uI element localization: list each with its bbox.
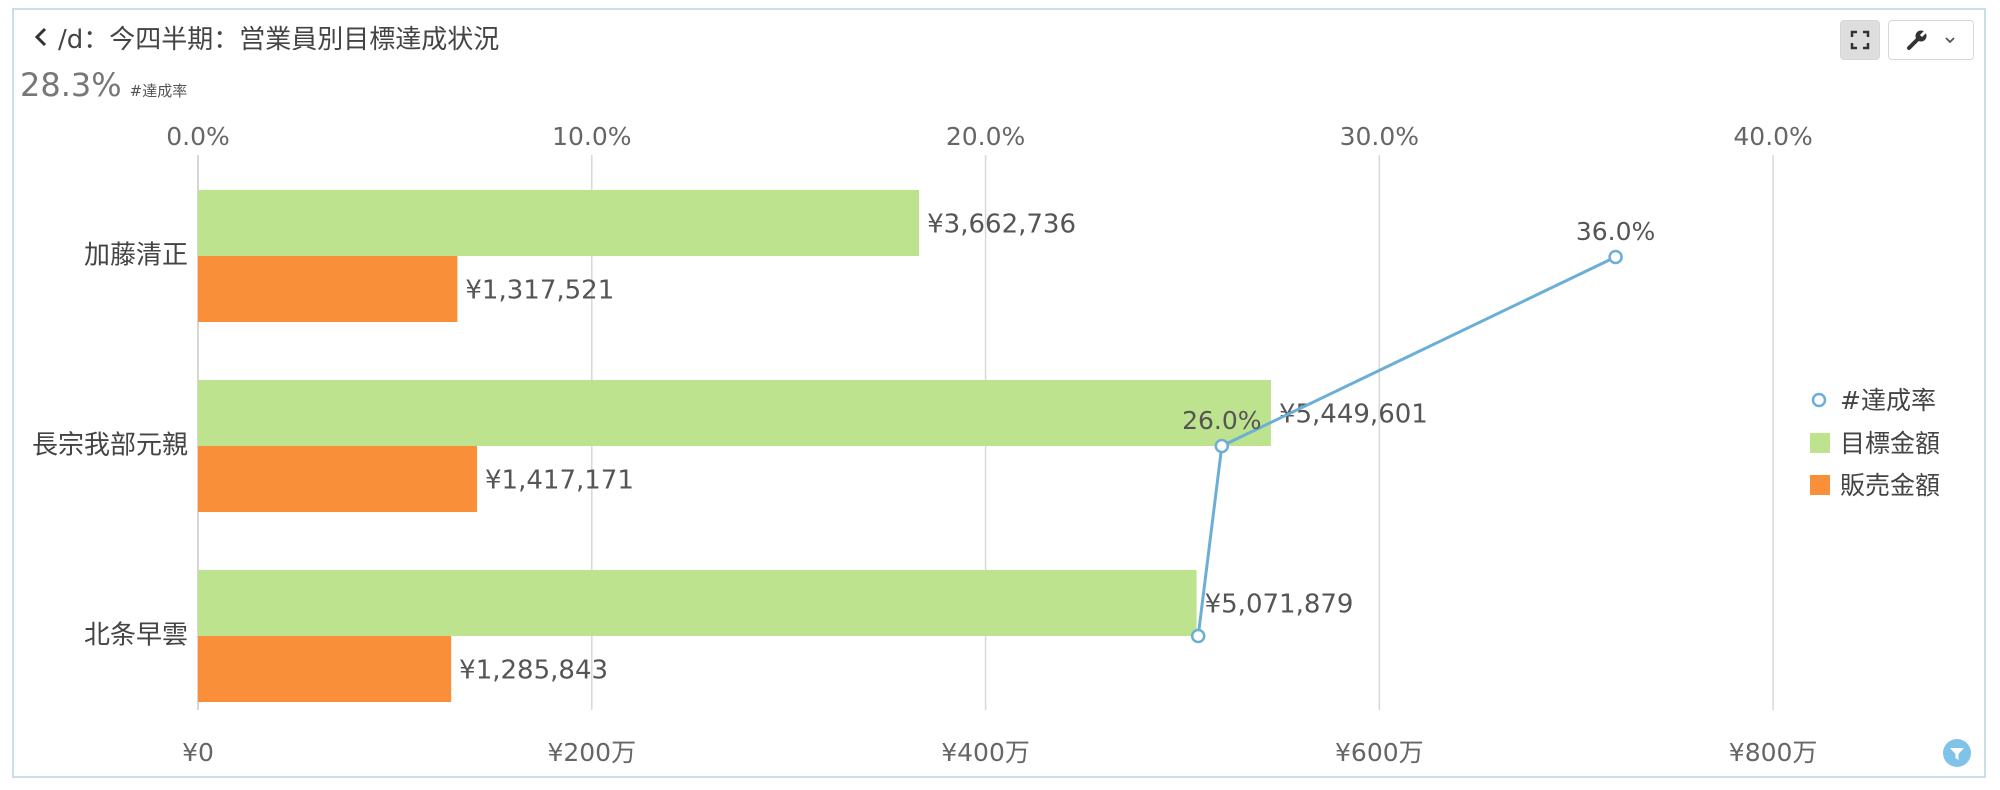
rate-line-path — [1196, 255, 1617, 637]
rate-point — [1214, 438, 1230, 454]
chevron-left-icon[interactable] — [30, 23, 52, 51]
rate-point — [1190, 628, 1206, 644]
target-bar — [198, 570, 1197, 636]
x-axis-tick-label: ¥0 — [182, 738, 214, 767]
expand-button[interactable] — [1840, 20, 1880, 60]
top-axis-tick-label: 0.0% — [166, 122, 230, 151]
sales-value-label: ¥1,417,171 — [485, 466, 634, 496]
sales-bar — [198, 446, 478, 512]
chart-title: /d：今四半期：営業員別目標達成状況 — [58, 24, 500, 55]
category-label: 北条早雲 — [84, 621, 188, 651]
data-labels: ¥3,662,736 ¥1,317,521 ¥5,449,601 ¥1,417,171… — [459, 210, 1428, 686]
top-axis-tick-label: 40.0% — [1733, 122, 1812, 151]
legend-label: 目標金額 — [1840, 429, 1940, 458]
sales-bar — [198, 256, 458, 322]
chart-header: /d：今四半期：営業員別目標達成状況 — [30, 18, 499, 56]
x-axis-tick-label: ¥400万 — [941, 738, 1030, 767]
chevron-down-icon — [1945, 37, 1955, 44]
target-value-label: ¥3,662,736 — [927, 210, 1076, 240]
rate-value-label: 36.0% — [1576, 217, 1655, 246]
legend-marker-rate — [1811, 392, 1827, 408]
settings-button[interactable] — [1888, 20, 1974, 60]
sales-value-label: ¥1,317,521 — [465, 276, 614, 306]
expand-icon — [1850, 30, 1870, 50]
sales-bar — [198, 636, 452, 702]
chart-panel — [12, 8, 1986, 778]
sales-value-label: ¥1,285,843 — [459, 656, 608, 686]
target-bar — [198, 190, 920, 256]
category-label: 長宗我部元親 — [32, 431, 188, 461]
top-axis-tick-label: 20.0% — [946, 122, 1025, 151]
axes: ¥0 ¥200万 ¥400万 ¥600万 ¥800万 0.0% 10.0% 20.0% 30.0… — [32, 122, 1817, 767]
category-label: 加藤清正 — [84, 241, 188, 271]
wrench-icon — [1907, 28, 1929, 50]
rate-value-label: 26.0% — [1182, 406, 1261, 435]
top-axis-tick-label: 10.0% — [552, 122, 631, 151]
kpi-label: #達成率 — [129, 82, 188, 100]
kpi-summary: 28.3% #達成率 — [20, 66, 187, 104]
kpi-value: 28.3% — [20, 66, 122, 104]
legend-label: #達成率 — [1840, 386, 1936, 415]
legend-label: 販売金額 — [1840, 471, 1940, 500]
top-axis-tick-label: 30.0% — [1340, 122, 1419, 151]
x-axis-tick-label: ¥600万 — [1335, 738, 1424, 767]
target-value-label: ¥5,071,879 — [1205, 590, 1354, 620]
target-value-label: ¥5,449,601 — [1279, 400, 1428, 430]
rate-line: 36.0% 26.0% — [1182, 217, 1655, 644]
target-bar — [198, 380, 1271, 446]
x-axis-tick-label: ¥800万 — [1729, 738, 1818, 767]
bars — [198, 190, 1271, 702]
legend-marker-sales — [1810, 475, 1830, 495]
chart-toolbar — [1840, 20, 1974, 60]
filter-icon[interactable] — [1942, 738, 1972, 768]
rate-point — [1608, 249, 1623, 265]
x-axis-tick-label: ¥200万 — [547, 738, 636, 767]
legend-marker-target — [1810, 433, 1830, 453]
